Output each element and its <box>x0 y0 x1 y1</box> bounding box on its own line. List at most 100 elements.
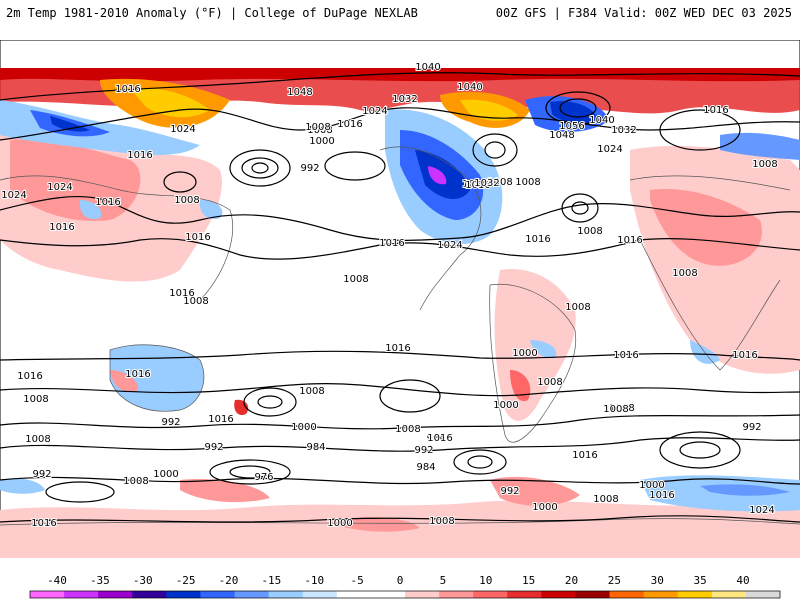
colorbar-swatch <box>643 591 679 598</box>
colorbar-tick-label: 0 <box>397 574 404 587</box>
colorbar-swatch <box>166 591 201 598</box>
isobar-label: 1008 <box>343 274 368 285</box>
colorbar-tick-label: 40 <box>736 574 749 587</box>
isobar-label: 1000 <box>309 136 334 147</box>
colorbar-swatch <box>30 591 65 598</box>
isobar-label: 1016 <box>572 450 597 461</box>
colorbar-tick-label: -40 <box>47 574 67 587</box>
isobar-label: 1016 <box>427 433 452 444</box>
isobar-label: 1016 <box>732 350 757 361</box>
isobar-label: 992 <box>204 442 223 453</box>
isobar-label: 1008 <box>299 386 324 397</box>
colorbar-swatch <box>302 591 338 598</box>
colorbar-tick-label: 10 <box>479 574 492 587</box>
colorbar-swatch <box>575 591 611 598</box>
isobar-label: 1024 <box>47 182 72 193</box>
colorbar-tick-label: -5 <box>351 574 364 587</box>
isobar-label: 1024 <box>362 106 387 117</box>
isobar-label: 1016 <box>613 350 638 361</box>
colorbar-swatch <box>745 591 781 598</box>
isobar-label: 1008 <box>395 424 420 435</box>
colorbar-swatch <box>336 591 372 598</box>
isobar-label: 984 <box>416 462 435 473</box>
isobar-label: 992 <box>500 486 519 497</box>
isobar-label: 1000 <box>493 400 518 411</box>
colorbar-swatch <box>268 591 304 598</box>
isobar-label: 992 <box>414 445 433 456</box>
colorbar-tick-label: -25 <box>176 574 196 587</box>
isobar-label: 992 <box>161 417 180 428</box>
isobar-label: 1040 <box>589 115 614 126</box>
colorbar-outline <box>29 590 781 599</box>
colorbar-tick-label: 30 <box>651 574 664 587</box>
isobar-label: 1000 <box>639 480 664 491</box>
isobar-label: 1016 <box>465 180 490 191</box>
colorbar-swatch <box>234 591 270 598</box>
isobar-label: 1048 <box>287 87 312 98</box>
isobar-label: 1032 <box>474 178 499 189</box>
isobar-label: 1016 <box>385 343 410 354</box>
colorbar-swatch <box>405 591 440 598</box>
isobar-label: 1008 <box>23 394 48 405</box>
isobar-label: 976 <box>254 472 273 483</box>
colorbar-swatch <box>541 591 576 598</box>
colorbar-swatch <box>609 591 645 598</box>
colorbar-tick-label: -30 <box>133 574 153 587</box>
isobar-label: 1056 <box>559 121 584 132</box>
isobar-label: 1016 <box>379 238 404 249</box>
isobar-label: 1016 <box>115 84 140 95</box>
isobar-label: 1016 <box>95 197 120 208</box>
isobar-label: 1040 <box>457 82 482 93</box>
isobar-label: 1040 <box>415 62 440 73</box>
isobar-label: 1008 <box>537 377 562 388</box>
isobar-label: 1008 <box>515 177 540 188</box>
colorbar: -40 -35 -30 -25 -20 -15 -10 -5 0 5 10 15 20 25 30 35 40 <box>29 574 781 599</box>
colorbar-tick-label: 20 <box>565 574 578 587</box>
isobar-label: 992 <box>742 422 761 433</box>
isobar-label: 1024 <box>437 240 462 251</box>
isobar-label: 992 <box>32 469 51 480</box>
colorbar-tick-label: -35 <box>90 574 110 587</box>
isobar-label: 992 <box>300 163 319 174</box>
colorbar-tick-label: 35 <box>694 574 707 587</box>
isobar-label: 1008 <box>577 226 602 237</box>
isobar-label: 1000 <box>153 469 178 480</box>
isobar-label: 1008 <box>752 159 777 170</box>
colorbar-tick-label: -10 <box>304 574 324 587</box>
colorbar-swatch <box>98 591 133 598</box>
isobar-label: 1016 <box>617 235 642 246</box>
isobar-label: 1016 <box>703 105 728 116</box>
isobar-label: 1016 <box>169 288 194 299</box>
isobar-label: 1000 <box>512 348 537 359</box>
isobar-label: 1016 <box>649 490 674 501</box>
model-valid-time: 00Z GFS | F384 Valid: 00Z WED DEC 03 202… <box>495 6 792 20</box>
colorbar-tick-label: 15 <box>522 574 535 587</box>
colorbar-tick-label: -20 <box>219 574 239 587</box>
isobar-label: 1016 <box>337 119 362 130</box>
colorbar-tick-label: 25 <box>608 574 621 587</box>
isobar-label: 1008 <box>429 516 454 527</box>
isobar-label: 1000 <box>291 422 316 433</box>
isobar-label: 1008 <box>25 434 50 445</box>
isobar-label: 1024 <box>1 190 26 201</box>
colorbar-tick-label: -15 <box>261 574 281 587</box>
isobar-label: 1024 <box>597 144 622 155</box>
coastlines <box>0 146 800 526</box>
isobar-label: 1008 <box>609 403 634 414</box>
colorbar-swatch <box>439 591 474 598</box>
colorbar-swatch <box>200 591 236 598</box>
isobar-label: 1016 <box>17 371 42 382</box>
colorbar-swatch <box>370 591 406 598</box>
colorbar-swatch <box>507 591 542 598</box>
map-title: 2m Temp 1981-2010 Anomaly (°F) | College… <box>6 6 418 20</box>
colorbar-swatch <box>132 591 167 598</box>
isobar-label: 1048 <box>549 130 574 141</box>
colorbar-swatch <box>677 591 713 598</box>
colorbar-swatch <box>473 591 508 598</box>
colorbar-tick-label: 5 <box>440 574 447 587</box>
isobar-label: 1008 <box>487 177 512 188</box>
colorbar-tick-labels: -40 -35 -30 -25 -20 -15 -10 -5 0 5 10 15 20 25 30 35 40 <box>47 574 750 587</box>
isobar-label: 1016 <box>125 369 150 380</box>
